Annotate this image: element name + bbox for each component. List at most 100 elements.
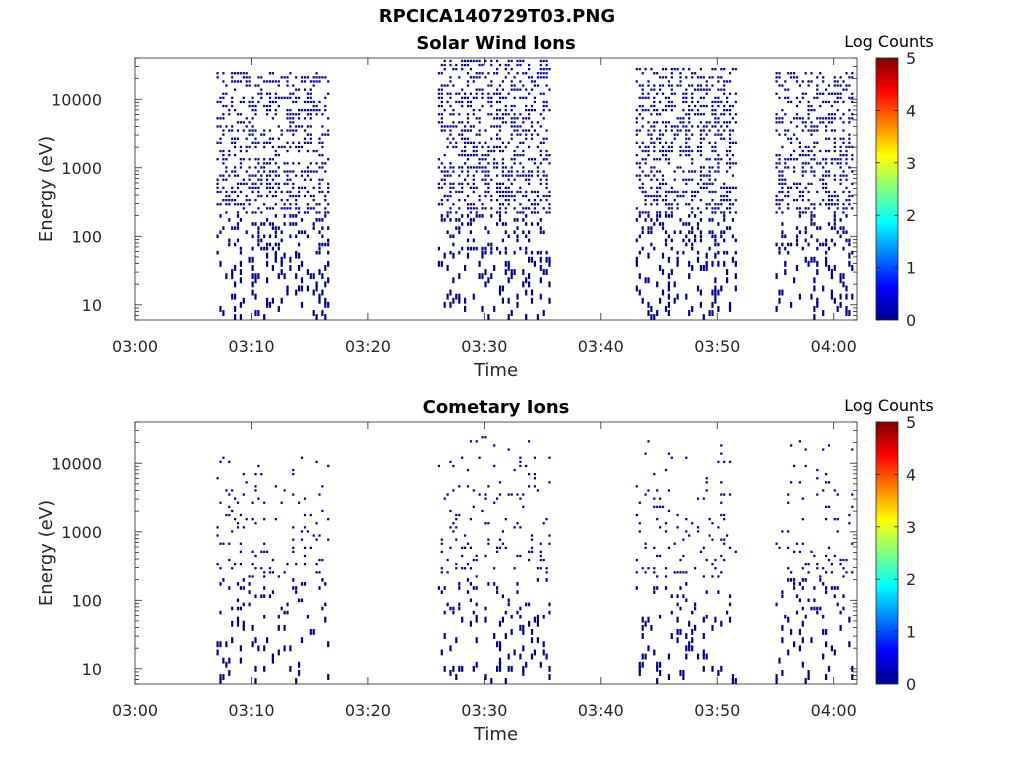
count-pixel: [691, 100, 694, 104]
count-pixel: [239, 563, 242, 566]
count-pixel: [455, 190, 458, 194]
count-pixel: [219, 137, 222, 140]
count-pixel: [484, 170, 487, 173]
count-pixel: [300, 456, 304, 459]
count-pixel: [446, 558, 449, 562]
count-pixel: [545, 199, 548, 202]
count-pixel: [734, 162, 737, 165]
count-pixel: [720, 211, 723, 214]
count-pixel: [493, 501, 496, 504]
count-pixel: [522, 211, 525, 214]
count-pixel: [664, 522, 668, 525]
count-pixel: [487, 230, 490, 234]
count-pixel: [536, 616, 539, 623]
count-pixel: [318, 586, 321, 590]
count-pixel: [728, 92, 732, 95]
count-pixel: [676, 194, 679, 198]
count-pixel: [694, 214, 697, 218]
x-tick-label: 03:10: [228, 337, 274, 356]
count-pixel: [685, 234, 688, 239]
count-pixel: [542, 92, 545, 95]
count-pixel: [714, 190, 717, 194]
count-pixel: [501, 194, 504, 198]
count-pixel: [469, 59, 472, 63]
count-pixel: [650, 624, 653, 631]
count-pixel: [277, 575, 280, 578]
count-pixel: [714, 121, 717, 124]
count-pixel: [225, 273, 228, 280]
count-pixel: [458, 297, 461, 304]
count-pixel: [274, 250, 277, 255]
count-pixel: [306, 133, 309, 136]
count-pixel: [530, 174, 534, 177]
count-pixel: [839, 149, 842, 153]
count-pixel: [661, 92, 665, 95]
count-pixel: [647, 84, 650, 87]
count-pixel: [548, 203, 551, 206]
count-pixel: [449, 250, 452, 255]
count-pixel: [248, 602, 251, 607]
count-pixel: [321, 234, 324, 239]
count-pixel: [251, 141, 254, 144]
count-pixel: [277, 614, 280, 619]
count-pixel: [484, 269, 487, 275]
count-pixel: [501, 594, 504, 598]
count-pixel: [260, 174, 263, 177]
count-pixel: [309, 133, 312, 136]
count-pixel: [300, 80, 304, 83]
count-pixel: [318, 571, 321, 574]
count-pixel: [685, 145, 688, 149]
count-pixel: [696, 226, 700, 230]
count-pixel: [286, 182, 289, 185]
count-pixel: [277, 80, 280, 83]
count-pixel: [295, 203, 298, 206]
count-pixel: [667, 452, 670, 455]
count-pixel: [507, 178, 510, 181]
count-pixel: [842, 129, 845, 132]
count-pixel: [501, 158, 504, 161]
count-pixel: [644, 620, 647, 627]
count-pixel: [472, 80, 475, 83]
count-pixel: [726, 277, 729, 284]
count-pixel: [327, 211, 330, 214]
count-pixel: [498, 190, 502, 194]
count-pixel: [731, 104, 734, 108]
count-pixel: [816, 226, 819, 230]
count-pixel: [851, 293, 854, 300]
count-pixel: [731, 117, 734, 120]
count-pixel: [801, 542, 804, 545]
count-pixel: [848, 145, 851, 149]
count-pixel: [469, 218, 472, 222]
count-pixel: [245, 518, 248, 521]
count-pixel: [778, 133, 781, 136]
count-pixel: [481, 104, 484, 108]
count-pixel: [691, 149, 694, 153]
count-pixel: [717, 575, 720, 578]
count-pixel: [475, 96, 478, 99]
count-pixel: [670, 76, 673, 79]
count-pixel: [292, 186, 295, 189]
count-pixel: [496, 92, 499, 95]
count-pixel: [455, 125, 458, 128]
count-pixel: [793, 641, 796, 648]
count-pixel: [682, 68, 685, 71]
count-pixel: [533, 485, 536, 488]
count-pixel: [644, 68, 647, 71]
count-pixel: [513, 149, 516, 153]
count-pixel: [659, 84, 662, 87]
count-pixel: [498, 186, 502, 189]
count-pixel: [813, 256, 816, 263]
count-pixel: [635, 154, 638, 157]
count-pixel: [321, 218, 324, 222]
count-pixel: [839, 558, 842, 562]
count-pixel: [501, 121, 504, 124]
count-pixel: [496, 162, 499, 165]
count-pixel: [239, 162, 242, 165]
count-pixel: [498, 665, 502, 672]
count-pixel: [726, 190, 729, 194]
count-pixel: [728, 158, 732, 161]
count-pixel: [664, 109, 668, 112]
count-pixel: [248, 174, 251, 177]
count-pixel: [446, 293, 449, 300]
count-pixel: [519, 606, 522, 611]
